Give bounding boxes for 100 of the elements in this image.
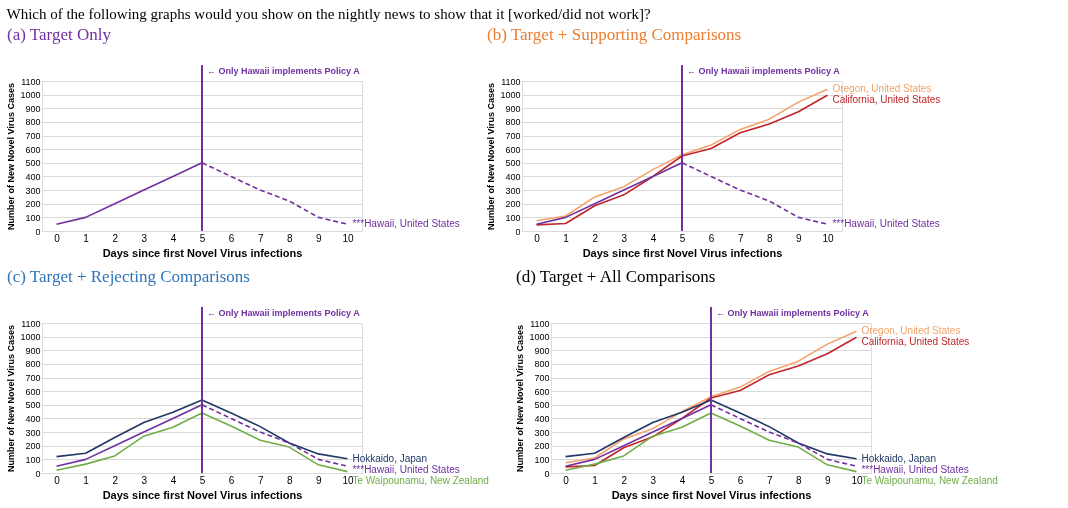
y-tick-label: 400 (505, 171, 521, 182)
series-label: California, United States (861, 336, 970, 348)
y-tick-label: 1100 (530, 318, 550, 329)
series-label: Oregon, United States (861, 325, 961, 337)
x-tick-label: 2 (621, 474, 628, 486)
x-tick-label: 4 (679, 474, 686, 486)
x-tick-label: 5 (199, 232, 206, 244)
x-tick-label: 2 (112, 474, 119, 486)
ref-line-label: ← Only Hawaii implements Policy A (716, 308, 870, 318)
x-tick-label: 3 (650, 474, 657, 486)
x-tick-label: 7 (257, 474, 264, 486)
y-tick-label: 300 (25, 427, 41, 438)
y-tick-label: 100 (505, 212, 521, 223)
y-tick-label: 900 (505, 103, 521, 114)
y-tick-label: 600 (505, 144, 521, 155)
x-axis-title: Days since first Novel Virus infections (611, 488, 812, 501)
series-label: Hokkaido, Japan (861, 452, 936, 464)
y-tick-label: 500 (25, 158, 41, 169)
y-tick-label: 700 (534, 373, 550, 384)
chart-title: (a) Target Only (6, 25, 112, 44)
y-axis-title: Number of New Novel Virus Cases (486, 83, 497, 230)
x-tick-label: 3 (621, 232, 628, 244)
x-tick-label: 0 (54, 474, 61, 486)
y-tick-label: 1000 (20, 332, 41, 343)
y-tick-label: 300 (534, 427, 550, 438)
y-tick-label: 400 (25, 413, 41, 424)
y-tick-label: 200 (534, 441, 550, 452)
y-tick-label: 700 (25, 373, 41, 384)
y-tick-label: 1100 (21, 318, 41, 329)
x-tick-label: 5 (679, 232, 686, 244)
chart-title: (d) Target + All Comparisons (515, 267, 716, 286)
x-tick-label: 10 (342, 232, 354, 244)
chart-title: (c) Target + Rejecting Comparisons (6, 267, 250, 286)
series-label: Hokkaido, Japan (352, 452, 427, 464)
y-tick-label: 1100 (501, 76, 521, 87)
x-tick-label: 0 (563, 474, 570, 486)
line-series (564, 412, 858, 473)
x-tick-label: 2 (592, 232, 599, 244)
x-tick-label: 4 (170, 232, 177, 244)
x-tick-label: 10 (342, 474, 354, 486)
x-tick-label: 7 (257, 232, 264, 244)
series-label: Oregon, United States (832, 83, 932, 95)
x-axis-title: Days since first Novel Virus infections (102, 488, 303, 501)
y-tick-label: 200 (25, 199, 41, 210)
y-tick-label: 900 (25, 345, 41, 356)
y-tick-label: 800 (25, 117, 41, 128)
y-tick-label: 900 (25, 103, 41, 114)
y-tick-label: 500 (25, 400, 41, 411)
y-tick-label: 400 (534, 413, 550, 424)
x-tick-label: 4 (650, 232, 657, 244)
y-tick-label: 100 (25, 212, 41, 223)
x-tick-label: 6 (737, 474, 744, 486)
y-tick-label: 900 (534, 345, 550, 356)
y-axis-title: Number of New Novel Virus Cases (515, 325, 526, 472)
series-label: ***Hawaii, United States (352, 218, 460, 230)
ref-line-label: ← Only Hawaii implements Policy A (207, 66, 361, 76)
series-label: California, United States (832, 94, 941, 106)
x-tick-label: 4 (170, 474, 177, 486)
y-tick-label: 1000 (20, 90, 41, 101)
y-tick-label: 800 (25, 359, 41, 370)
y-tick-label: 1100 (21, 76, 41, 87)
x-tick-label: 1 (592, 474, 599, 486)
x-tick-label: 1 (83, 474, 90, 486)
y-tick-label: 1000 (529, 332, 550, 343)
ref-line-label: ← Only Hawaii implements Policy A (207, 308, 361, 318)
x-tick-label: 8 (766, 232, 773, 244)
y-tick-label: 500 (505, 158, 521, 169)
x-tick-label: 8 (795, 474, 802, 486)
line-series (564, 399, 858, 460)
y-tick-label: 100 (534, 454, 550, 465)
y-axis-title: Number of New Novel Virus Cases (6, 325, 17, 472)
line-series (55, 399, 349, 460)
x-tick-label: 9 (316, 474, 323, 486)
y-tick-label: 300 (25, 185, 41, 196)
y-tick-label: 700 (25, 131, 41, 142)
x-tick-label: 6 (228, 232, 235, 244)
y-tick-label: 100 (25, 454, 41, 465)
y-tick-label: 700 (505, 131, 521, 142)
series-label: ***Hawaii, United States (832, 218, 940, 230)
y-tick-label: 600 (25, 386, 41, 397)
x-tick-label: 2 (112, 232, 119, 244)
chart-title: (b) Target + Supporting Comparisons (486, 25, 742, 44)
y-axis-title: Number of New Novel Virus Cases (6, 83, 17, 230)
x-tick-label: 3 (141, 474, 148, 486)
line-series (55, 412, 349, 473)
x-tick-label: 9 (316, 232, 323, 244)
series-label: ***Hawaii, United States (861, 463, 969, 475)
x-tick-label: 0 (54, 232, 61, 244)
y-tick-label: 200 (505, 199, 521, 210)
series-label: Te Waipounamu, New Zealand (861, 474, 998, 486)
y-tick-label: 500 (534, 400, 550, 411)
x-tick-label: 5 (199, 474, 206, 486)
y-tick-label: 600 (534, 386, 550, 397)
text: Which of the following graphs would you show on the nightly news to show that it [worked/did not work]? (6, 5, 651, 22)
x-tick-label: 10 (822, 232, 834, 244)
y-tick-label: 400 (25, 171, 41, 182)
y-tick-label: 800 (505, 117, 521, 128)
x-axis-title: Days since first Novel Virus infections (102, 246, 303, 259)
y-tick-label: 800 (534, 359, 550, 370)
x-tick-label: 8 (286, 474, 293, 486)
